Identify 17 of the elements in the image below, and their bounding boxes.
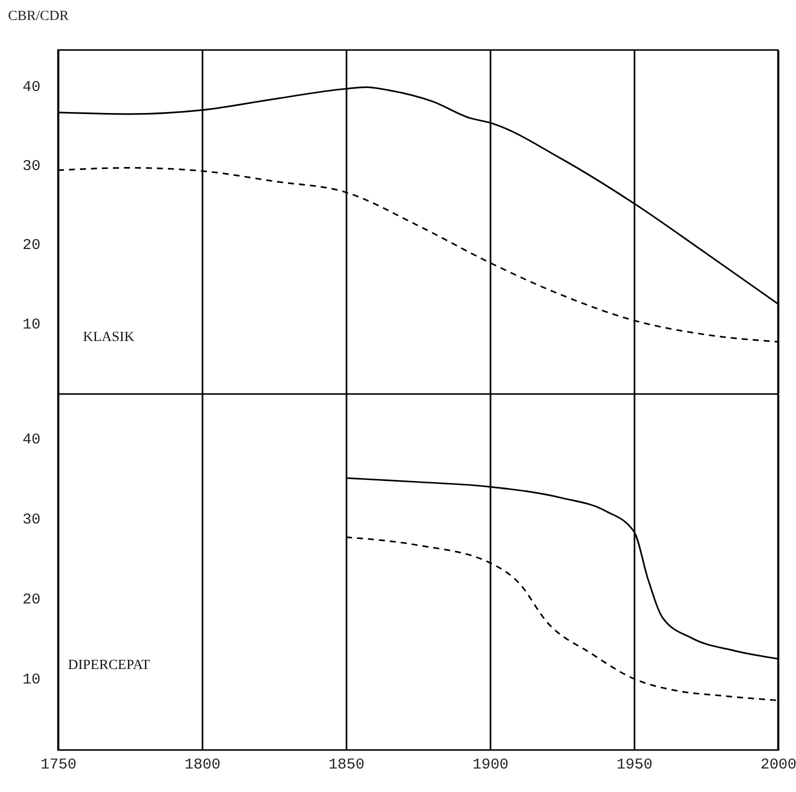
y-axis-title: CBR/CDR xyxy=(8,9,70,24)
x-tick-label: 1950 xyxy=(616,756,653,774)
y-tick-label: 10 xyxy=(22,316,40,334)
y-tick-label: 40 xyxy=(22,432,40,448)
x-tick-label: 1900 xyxy=(472,756,509,774)
y-tick-label: 30 xyxy=(22,512,40,528)
x-tick-label: 1800 xyxy=(184,756,221,774)
annotation: KLASIK xyxy=(83,330,134,345)
x-tick-label: 1750 xyxy=(40,756,77,774)
y-tick-label: 20 xyxy=(22,237,40,254)
y-tick-label: 40 xyxy=(22,79,40,96)
y-tick-label: 10 xyxy=(22,672,40,688)
y-tick-label: 20 xyxy=(22,592,40,608)
y-tick-label: 30 xyxy=(22,158,40,176)
x-tick-label: 1850 xyxy=(328,756,365,774)
x-tick-label: 2000 xyxy=(760,756,796,774)
annotation: DIPERCEPAT xyxy=(68,658,150,673)
